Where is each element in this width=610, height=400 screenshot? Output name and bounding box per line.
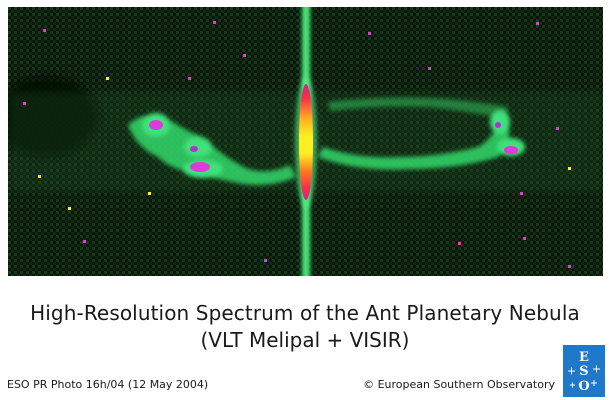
svg-text:O: O — [578, 379, 589, 394]
photo-id-label: ESO PR Photo 16h/04 (12 May 2004) — [7, 378, 209, 391]
caption-subtitle: (VLT Melipal + VISIR) — [200, 328, 410, 352]
caption-title: High-Resolution Spectrum of the Ant Plan… — [30, 301, 580, 325]
eso-logo: E S O — [563, 345, 605, 397]
svg-text:E: E — [579, 350, 589, 365]
svg-text:S: S — [579, 364, 588, 379]
copyright-label: © European Southern Observatory — [363, 378, 555, 391]
nebula-spectrum-image — [8, 7, 603, 276]
